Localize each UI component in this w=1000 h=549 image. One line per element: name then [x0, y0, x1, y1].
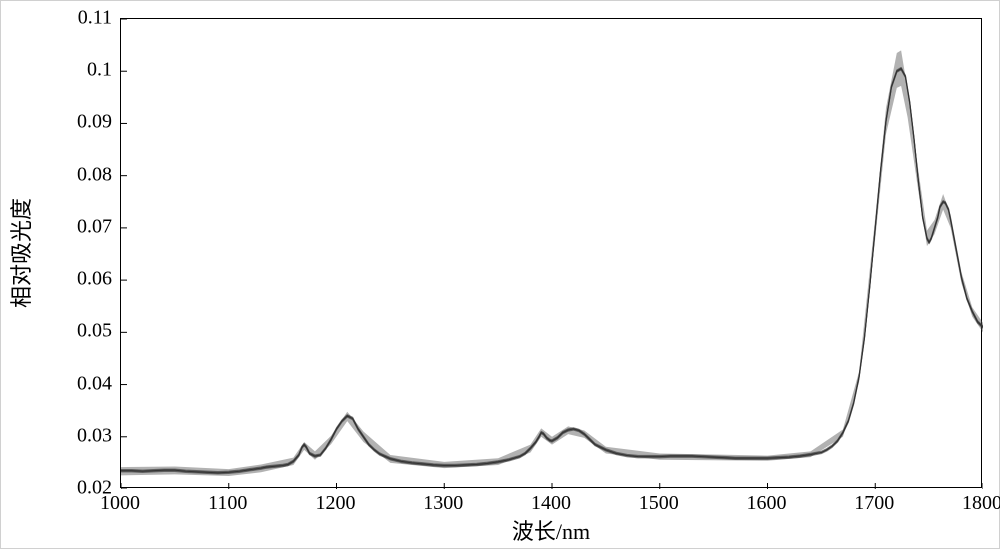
spectrum-line — [121, 67, 983, 471]
y-tick-label: 0.1 — [87, 59, 112, 82]
x-tick-label: 1300 — [423, 492, 463, 515]
x-axis-label: 波长/nm — [512, 514, 590, 546]
x-tick-label: 1600 — [747, 492, 787, 515]
spectrum-line — [121, 68, 983, 472]
y-tick-label: 0.09 — [77, 111, 112, 134]
y-tick-label: 0.11 — [78, 7, 112, 30]
plot-frame — [120, 18, 982, 488]
y-tick-label: 0.07 — [77, 215, 112, 238]
x-tick-label: 1800 — [962, 492, 1000, 515]
spectrum-line — [121, 69, 983, 473]
y-axis-label: 相对吸光度 — [4, 153, 36, 353]
y-tick-label: 0.04 — [77, 372, 112, 395]
chart-container: 相对吸光度 波长/nm 1000110012001300140015001600… — [0, 0, 1000, 549]
y-tick-label: 0.08 — [77, 163, 112, 186]
plot-svg — [121, 19, 983, 489]
x-tick-label: 1400 — [531, 492, 571, 515]
spectrum-line — [121, 70, 983, 474]
y-tick-label: 0.05 — [77, 320, 112, 343]
x-tick-label: 1100 — [208, 492, 247, 515]
x-tick-label: 1500 — [639, 492, 679, 515]
y-tick-label: 0.06 — [77, 268, 112, 291]
x-tick-label: 1200 — [316, 492, 356, 515]
spectrum-line — [121, 69, 983, 473]
spectra-band — [121, 50, 983, 476]
ticks — [121, 19, 983, 489]
x-tick-label: 1700 — [854, 492, 894, 515]
y-tick-label: 0.03 — [77, 424, 112, 447]
y-tick-label: 0.02 — [77, 477, 112, 500]
